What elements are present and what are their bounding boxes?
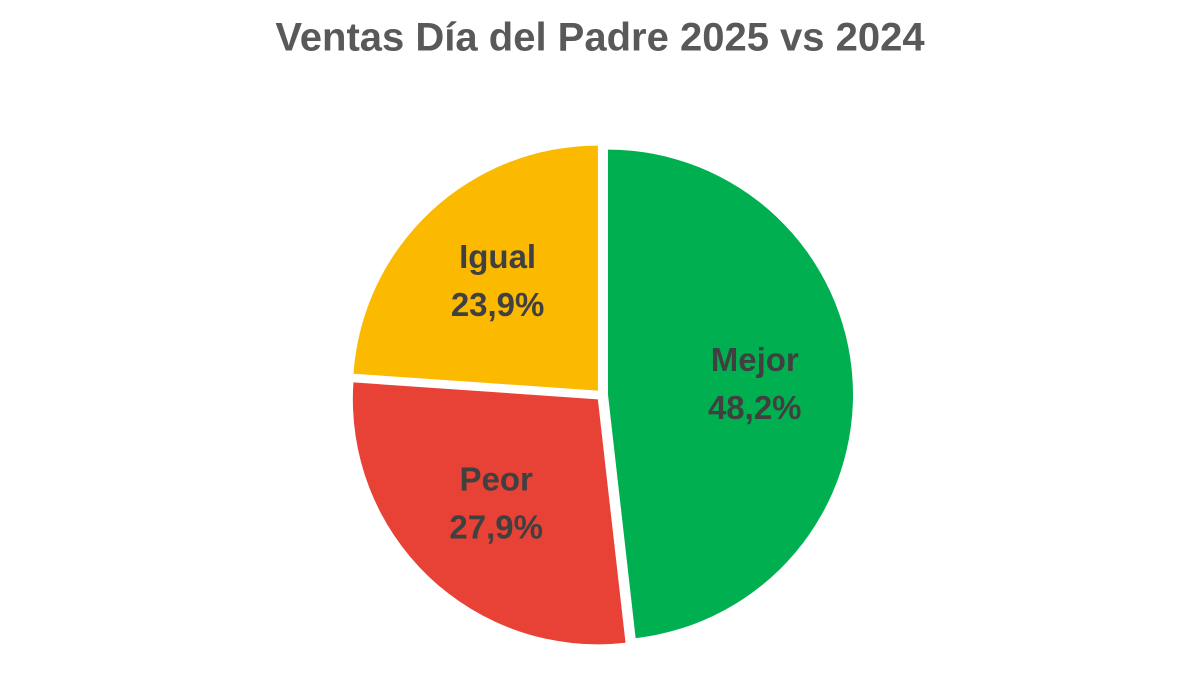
slice-category-label: Peor bbox=[460, 460, 534, 497]
pie-slice bbox=[607, 149, 853, 639]
slice-value-label: 23,9% bbox=[451, 286, 545, 323]
pie-slice bbox=[352, 382, 626, 645]
slice-value-label: 48,2% bbox=[708, 389, 802, 426]
chart-title: Ventas Día del Padre 2025 vs 2024 bbox=[275, 16, 925, 60]
slice-category-label: Mejor bbox=[711, 341, 799, 378]
slice-category-label: Igual bbox=[459, 238, 536, 275]
slice-value-label: 27,9% bbox=[449, 508, 543, 545]
pie-slice bbox=[353, 145, 598, 391]
